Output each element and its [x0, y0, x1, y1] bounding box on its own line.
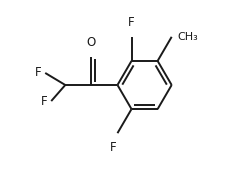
- Text: O: O: [86, 36, 96, 49]
- Text: F: F: [128, 16, 134, 29]
- Text: F: F: [40, 95, 47, 108]
- Text: CH₃: CH₃: [177, 32, 198, 42]
- Text: F: F: [34, 66, 41, 79]
- Text: F: F: [110, 141, 116, 154]
